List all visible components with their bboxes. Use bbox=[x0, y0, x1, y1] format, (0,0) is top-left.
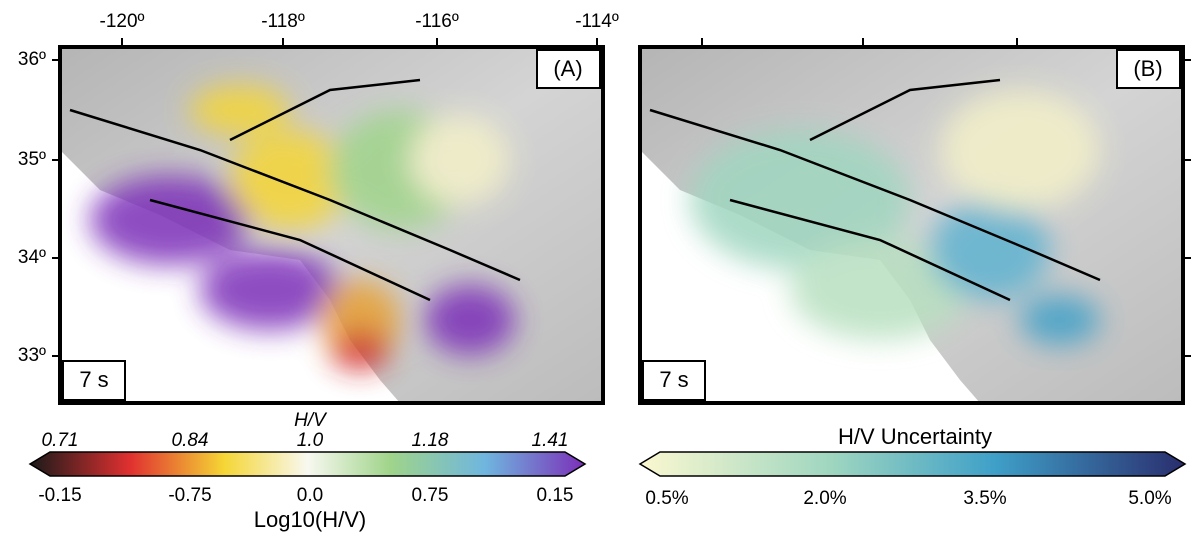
y-tick-label: 35º bbox=[18, 149, 46, 170]
colorbar-tick: 0.5% bbox=[645, 488, 688, 509]
colorbar-tick: 0.15 bbox=[537, 485, 574, 506]
colorbar-top-tick: 1.0 bbox=[297, 430, 324, 451]
y-tick-label: 33º bbox=[18, 345, 46, 366]
x-tick-label: -114º bbox=[575, 11, 619, 32]
colorbar-top-tick: 0.84 bbox=[172, 430, 209, 451]
colorbar-top-tick: 1.41 bbox=[532, 430, 569, 451]
y-tick-label: 34º bbox=[18, 247, 46, 268]
x-tick-label: -118º bbox=[261, 11, 305, 32]
colorbar-tick: -0.15 bbox=[38, 485, 81, 506]
map-a bbox=[60, 47, 603, 403]
x-tick-label: -120º bbox=[100, 11, 145, 32]
colorbar-top-title: H/V bbox=[294, 410, 328, 431]
colorbar-top-tick: 1.18 bbox=[412, 430, 449, 451]
colorbar bbox=[640, 452, 1185, 476]
period-label: 7 s bbox=[79, 367, 108, 392]
colorbar-tick: 2.0% bbox=[803, 488, 846, 509]
panel-label: (B) bbox=[1133, 56, 1162, 81]
panel-label: (A) bbox=[553, 56, 582, 81]
colorbar-title: H/V Uncertainty bbox=[838, 424, 992, 449]
period-label: 7 s bbox=[659, 367, 688, 392]
figure: -120º -118º -116º -114º 36º 35º 34º 33º … bbox=[0, 0, 1193, 540]
colorbar-tick: 3.5% bbox=[963, 488, 1006, 509]
colorbar-title: Log10(H/V) bbox=[254, 507, 367, 532]
colorbar-tick: 5.0% bbox=[1128, 488, 1171, 509]
colorbar bbox=[30, 452, 585, 476]
x-tick-label: -116º bbox=[415, 11, 459, 32]
colorbar-tick: 0.0 bbox=[297, 485, 323, 506]
colorbar-tick: -0.75 bbox=[168, 485, 211, 506]
colorbar-tick: 0.75 bbox=[412, 485, 449, 506]
map-b bbox=[640, 47, 1183, 403]
y-tick-label: 36º bbox=[18, 49, 46, 70]
colorbar-top-tick: 0.71 bbox=[42, 430, 79, 451]
